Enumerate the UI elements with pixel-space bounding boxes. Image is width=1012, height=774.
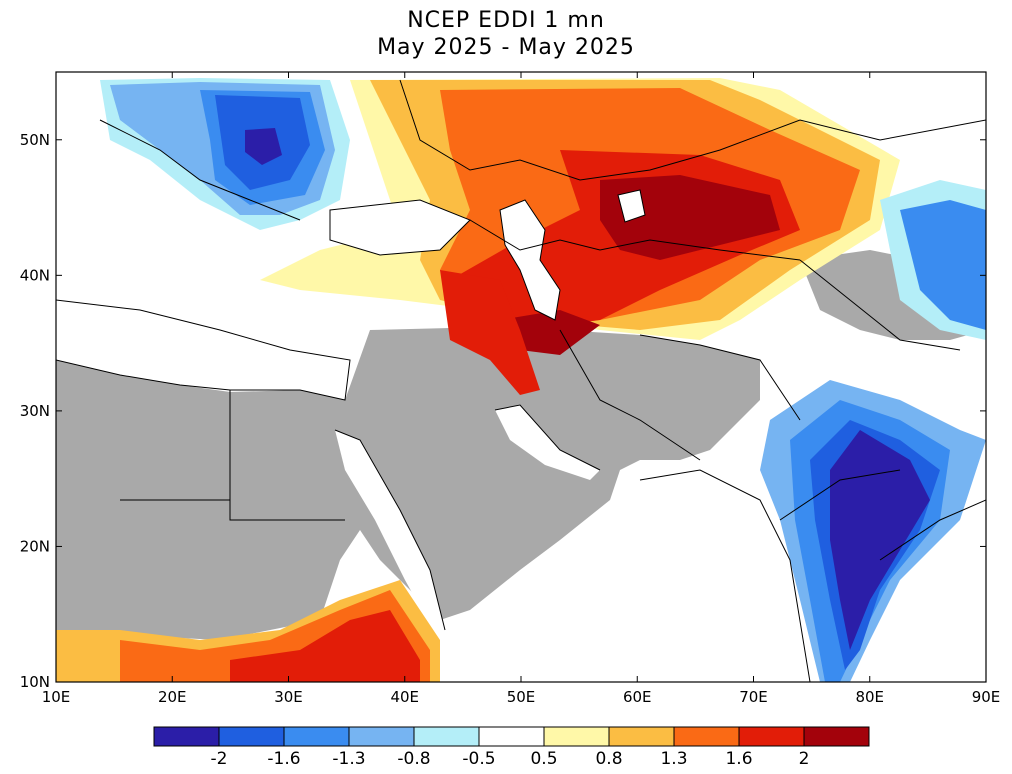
mediterranean-sea <box>56 300 350 400</box>
lon-tick-label: 50E <box>507 688 536 706</box>
colorbar-swatch <box>738 726 805 747</box>
colorbar-swatch <box>413 726 480 747</box>
lon-tick-label: 10E <box>42 688 71 706</box>
anomaly-central-asia-dark <box>600 175 780 260</box>
lat-tick-label: 40N <box>20 266 50 284</box>
colorbar-label: -2 <box>211 749 228 769</box>
lon-tick-label: 40E <box>390 688 419 706</box>
colorbar-label: 2 <box>799 749 810 769</box>
lon-tick-label: 90E <box>972 688 1001 706</box>
map-title-line-2: May 2025 - May 2025 <box>377 35 635 60</box>
colorbar-label: -0.5 <box>462 749 495 769</box>
colorbar-label: 0.8 <box>595 749 622 769</box>
anomaly-east-africa-red <box>230 610 420 682</box>
colorbar-label: -0.8 <box>397 749 430 769</box>
map-title-line-1: NCEP EDDI 1 mn <box>407 8 605 33</box>
lat-tick-label: 10N <box>20 673 50 691</box>
persian-gulf <box>495 405 600 480</box>
lon-tick-label: 80E <box>855 688 884 706</box>
colorbar-label: -1.3 <box>332 749 365 769</box>
lat-tick-label: 30N <box>20 402 50 420</box>
colorbar-swatch <box>153 726 220 747</box>
lon-tick-label: 30E <box>274 688 303 706</box>
no-data-region <box>56 328 760 640</box>
colorbar-label: 1.6 <box>725 749 752 769</box>
lon-tick-label: 70E <box>739 688 768 706</box>
arabian-sea <box>440 470 810 682</box>
latitude-ticks: 10N 20N 30N 40N 50N <box>20 131 986 691</box>
colorbar-label: 1.3 <box>660 749 687 769</box>
red-sea <box>335 430 445 630</box>
anomaly-europe-core <box>245 128 282 165</box>
colorbar-swatch <box>478 726 545 747</box>
colorbar-swatch <box>543 726 610 747</box>
colorbar-label: -1.6 <box>267 749 300 769</box>
map-fill-layer <box>56 72 986 682</box>
colorbar-label: 0.5 <box>530 749 557 769</box>
lat-tick-label: 50N <box>20 131 50 149</box>
lon-tick-label: 60E <box>623 688 652 706</box>
colorbar-swatch <box>803 726 870 747</box>
anomaly-iran-red <box>440 270 540 395</box>
anomaly-india-core <box>830 430 930 650</box>
anomaly-iran-dark <box>500 310 600 355</box>
anomaly-east-asia-blue <box>900 200 986 330</box>
colorbar-swatch <box>283 726 350 747</box>
aral-sea <box>618 190 645 222</box>
colorbar-swatch <box>608 726 675 747</box>
lat-tick-label: 20N <box>20 537 50 555</box>
colorbar-swatch <box>348 726 415 747</box>
colorbar: -2 -1.6 -1.3 -0.8 -0.5 0.5 0.8 1.3 1.6 2 <box>153 726 870 769</box>
bay-of-bengal <box>860 500 986 682</box>
colorbar-swatch <box>218 726 285 747</box>
country-borders <box>56 79 986 682</box>
colorbar-swatch <box>673 726 740 747</box>
longitude-ticks: 10E 20E 30E 40E 50E 60E 70E 80E 90E <box>42 72 1001 706</box>
lon-tick-label: 20E <box>158 688 187 706</box>
black-sea <box>330 200 470 255</box>
